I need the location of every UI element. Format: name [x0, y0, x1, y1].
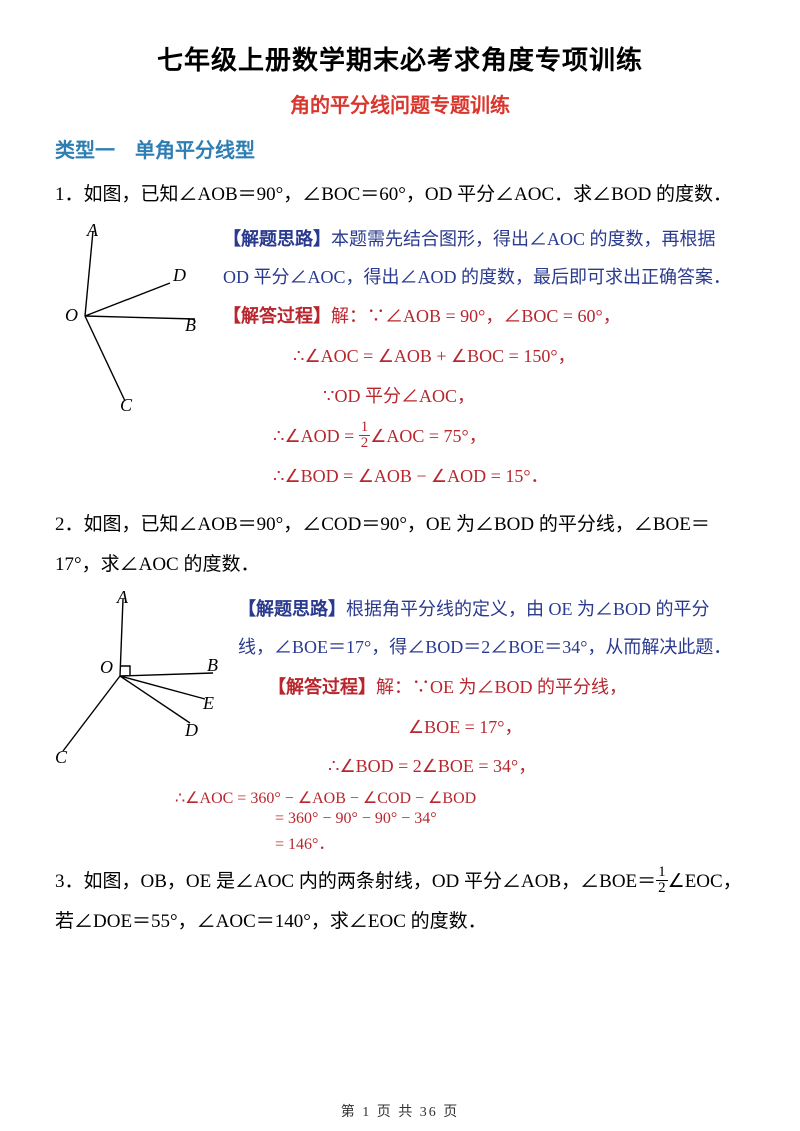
- p2-answer-3: ∴∠BOD = 2∠BOE = 34°，: [238, 748, 745, 786]
- label-A2: A: [116, 591, 129, 607]
- p1-answer-1: 【解答过程】解：∵∠AOB = 90°，∠BOC = 60°，: [223, 298, 745, 336]
- problem-3: 3．如图，OB，OE 是∠AOC 内的两条射线，OD 平分∠AOB，∠BOE＝1…: [55, 862, 745, 942]
- main-title: 七年级上册数学期末必考求角度专项训练: [55, 40, 745, 77]
- label-A: A: [86, 221, 99, 240]
- problem-1-stem: 1．如图，已知∠AOB＝90°，∠BOC＝60°，OD 平分∠AOC．求∠BOD…: [55, 175, 745, 215]
- p1-thought: 【解题思路】本题需先结合图形，得出∠AOC 的度数，再根据 OD 平分∠AOC，…: [223, 221, 745, 297]
- p2-answer-5: = 360° − 90° − 90° − 34°: [55, 810, 745, 828]
- p1-answer-3: ∵OD 平分∠AOC，: [223, 378, 745, 416]
- sub-title: 角的平分线问题专题训练: [55, 89, 745, 118]
- label-O2: O: [100, 657, 113, 677]
- p1-answer-4: ∴∠AOD = 12∠AOC = 75°，: [223, 418, 745, 456]
- p2-thought: 【解题思路】根据角平分线的定义，由 OE 为∠BOD 的平分线，∠BOE＝17°…: [238, 591, 745, 667]
- problem-2: 2．如图，已知∠AOB＝90°，∠COD＝90°，OE 为∠BOD 的平分线，∠…: [55, 505, 745, 854]
- p2-answer-4: ∴∠AOC = 360° − ∠AOB − ∠COD − ∠BOD: [55, 788, 745, 808]
- page-footer: 第 1 页 共 36 页: [0, 1101, 800, 1121]
- p1-answer-2: ∴∠AOC = ∠AOB + ∠BOC = 150°，: [223, 338, 745, 376]
- p1-answer-5: ∴∠BOD = ∠AOB − ∠AOD = 15°．: [223, 458, 745, 496]
- label-D2: D: [184, 720, 198, 740]
- problem-2-stem: 2．如图，已知∠AOB＝90°，∠COD＝90°，OE 为∠BOD 的平分线，∠…: [55, 505, 745, 585]
- problem-3-stem: 3．如图，OB，OE 是∠AOC 内的两条射线，OD 平分∠AOB，∠BOE＝1…: [55, 862, 745, 942]
- label-C2: C: [55, 747, 68, 766]
- p2-answer-2: ∠BOE = 17°，: [238, 709, 745, 747]
- problem-1-diagram: A O D B C: [55, 221, 205, 416]
- type-label: 类型一 单角平分线型: [55, 134, 745, 163]
- label-B2: B: [207, 655, 218, 675]
- problem-1: 1．如图，已知∠AOB＝90°，∠BOC＝60°，OD 平分∠AOC．求∠BOD…: [55, 175, 745, 497]
- label-B: B: [185, 315, 196, 335]
- p2-answer-1: 【解答过程】解：∵OE 为∠BOD 的平分线，: [238, 669, 745, 707]
- label-C: C: [120, 395, 133, 411]
- problem-2-diagram: A O B E D C: [55, 591, 220, 771]
- label-O: O: [65, 305, 78, 325]
- label-E2: E: [202, 693, 214, 713]
- p2-answer-6: = 146°．: [55, 830, 745, 854]
- label-D: D: [172, 265, 186, 285]
